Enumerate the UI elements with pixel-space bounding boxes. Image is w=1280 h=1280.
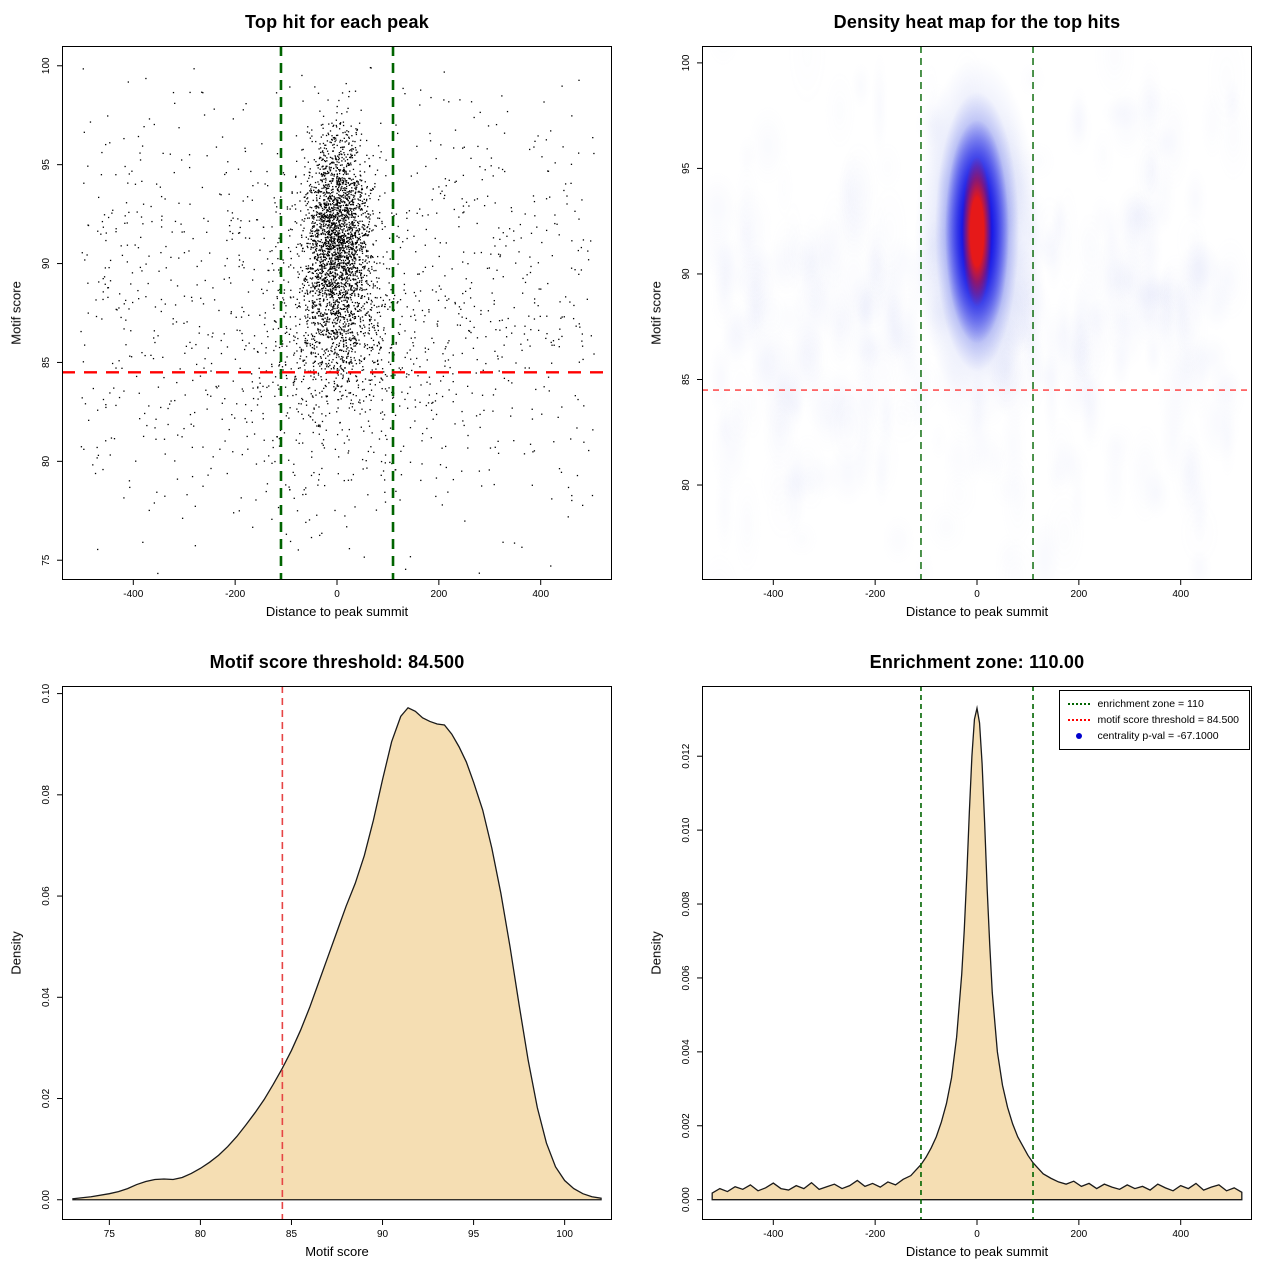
enrichment-zone-x-axis-label: Distance to peak summit xyxy=(905,1244,1049,1259)
motif-score-threshold-line-icon xyxy=(1068,719,1091,721)
heatmap-title: Density heat map for the top hits xyxy=(833,12,1121,32)
legend-icon-wrap xyxy=(1066,733,1092,739)
motif-score-density-y-axis-label: Density xyxy=(8,931,24,975)
enrichment-zone-y-axis-label: Density xyxy=(648,931,664,975)
panel-enrichment-zone-density: Enrichment zone: 110.00 Distance to peak… xyxy=(640,640,1280,1280)
motif-score-density-x-axis-label: Motif score xyxy=(305,1244,369,1259)
legend-item-enrichment-zone: enrichment zone = 110 xyxy=(1066,696,1239,712)
panel-motif-score-density: Motif score threshold: 84.500 Motif scor… xyxy=(0,640,640,1280)
scatter-title: Top hit for each peak xyxy=(245,12,429,32)
legend-item-centrality-pval: centrality p-val = -67.1000 xyxy=(1066,728,1239,744)
scatter-y-axis-label: Motif score xyxy=(8,281,24,345)
scatter-x-axis-label: Distance to peak summit xyxy=(265,604,409,619)
heatmap-x-axis-label: Distance to peak summit xyxy=(905,604,1049,619)
legend-label-centrality-pval: centrality p-val = -67.1000 xyxy=(1097,729,1219,742)
legend-item-motif-score-threshold: motif score threshold = 84.500 xyxy=(1066,712,1239,728)
centrality-pval-dot-icon xyxy=(1076,733,1083,739)
panel-density-heatmap: Density heat map for the top hits Distan… xyxy=(640,0,1280,640)
plot-legend: enrichment zone = 110 motif score thresh… xyxy=(1059,690,1250,750)
heatmap-plot-canvas xyxy=(640,0,1280,640)
panel-top-hit-scatter: Top hit for each peak Distance to peak s… xyxy=(0,0,640,640)
legend-label-enrichment-zone: enrichment zone = 110 xyxy=(1097,697,1204,710)
motif-score-density-canvas xyxy=(0,640,640,1280)
legend-icon-wrap xyxy=(1066,703,1092,705)
enrichment-zone-title: Enrichment zone: 110.00 xyxy=(869,652,1085,672)
legend-label-motif-score-threshold: motif score threshold = 84.500 xyxy=(1097,713,1239,726)
legend-icon-wrap xyxy=(1066,719,1092,721)
enrichment-zone-line-icon xyxy=(1068,703,1091,705)
heatmap-y-axis-label: Motif score xyxy=(648,281,664,345)
motif-score-density-title: Motif score threshold: 84.500 xyxy=(209,652,465,672)
scatter-plot-canvas xyxy=(0,0,640,640)
